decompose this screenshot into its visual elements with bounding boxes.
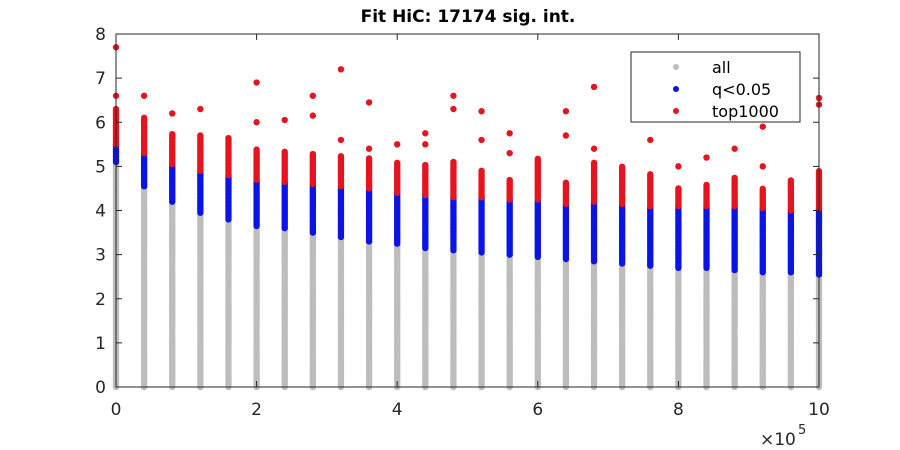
point-top-outlier (450, 105, 457, 113)
y-tick-label: 7 (95, 69, 106, 89)
point-top-outlier (253, 119, 260, 126)
point-top-outlier (478, 136, 485, 144)
point-top (787, 177, 795, 184)
point-top-outlier (450, 92, 457, 99)
point-top (506, 176, 513, 184)
x-tick-label: 2 (251, 400, 262, 420)
point-top (140, 114, 148, 122)
x-multiplier-exponent: 5 (798, 423, 806, 438)
x-tick-label: 8 (673, 400, 684, 420)
point-top (197, 132, 204, 139)
point-top (225, 134, 232, 142)
y-tick-label: 5 (95, 157, 106, 177)
x-multiplier-base: ×10 (760, 430, 796, 450)
point-top-outlier (675, 163, 682, 170)
point-top-outlier (309, 112, 317, 119)
point-top (478, 167, 485, 174)
point-top (731, 174, 738, 182)
point-top-outlier (394, 141, 401, 148)
y-tick-label: 6 (95, 113, 106, 133)
point-top (590, 159, 598, 167)
point-top (450, 158, 457, 166)
y-tick-label: 1 (95, 334, 106, 354)
y-tick-label: 0 (95, 378, 106, 398)
point-top-outlier (590, 145, 598, 152)
point-top-outlier (422, 141, 429, 148)
point-top (253, 146, 260, 153)
point-top (562, 179, 570, 186)
point-top-outlier (731, 145, 738, 152)
point-top (309, 150, 317, 158)
y-tick-label: 3 (95, 246, 106, 266)
x-tick-label: 4 (392, 400, 403, 420)
point-top-outlier (337, 136, 345, 144)
point-top-outlier (253, 79, 260, 86)
point-top-outlier (590, 83, 598, 91)
x-tick-label: 10 (808, 400, 830, 420)
point-top-outlier (337, 66, 345, 73)
point-top-outlier (703, 154, 710, 161)
point-top-outlier (309, 92, 317, 99)
point-top-outlier (759, 123, 766, 130)
point-top-outlier (197, 105, 204, 113)
point-top (281, 148, 288, 156)
legend-label-sig: q<0.05 (712, 80, 771, 99)
y-tick-label: 4 (95, 202, 106, 222)
point-top-outlier (140, 92, 148, 99)
legend: all q<0.05 top1000 (630, 51, 801, 123)
legend-label-top: top1000 (712, 102, 779, 121)
point-top-outlier (506, 130, 513, 137)
axis-ticks (115, 33, 820, 388)
point-top (647, 171, 654, 178)
point-top-outlier (365, 99, 373, 106)
chart-title: Fit HiC: 17174 sig. int. (361, 7, 576, 27)
point-top (703, 181, 710, 189)
legend-label-all: all (712, 58, 731, 77)
x-tick-label: 6 (532, 400, 543, 420)
point-top-outlier (506, 149, 513, 157)
x-axis-multiplier: ×10 5 (760, 423, 806, 450)
point-top-outlier (169, 110, 176, 117)
x-axis-tick-labels: 0 2 4 6 8 10 (111, 400, 830, 420)
y-axis-tick-labels: 0 1 2 3 4 5 6 7 8 (95, 25, 106, 398)
y-tick-label: 2 (95, 290, 106, 310)
point-top-outlier (478, 108, 485, 115)
point-top-outlier (422, 130, 429, 137)
y-tick-label: 8 (95, 25, 106, 45)
legend-box (630, 51, 801, 123)
point-top (169, 130, 176, 138)
point-top (337, 153, 345, 160)
point-top-outlier (365, 145, 373, 152)
point-top (759, 185, 766, 193)
x-tick-label: 0 (111, 400, 122, 420)
point-top (534, 155, 541, 163)
point-top (365, 155, 373, 162)
legend-marker-sig (673, 86, 679, 92)
point-top (618, 163, 626, 171)
legend-marker-top (673, 108, 679, 114)
point-top (422, 161, 429, 169)
point-top-outlier (562, 108, 570, 115)
point-top-outlier (281, 116, 288, 124)
point-top (675, 185, 682, 192)
point-top-outlier (562, 132, 570, 139)
point-top (394, 159, 401, 167)
legend-marker-all (673, 64, 679, 70)
point-top-outlier (759, 163, 766, 170)
point-top-outlier (647, 136, 654, 144)
